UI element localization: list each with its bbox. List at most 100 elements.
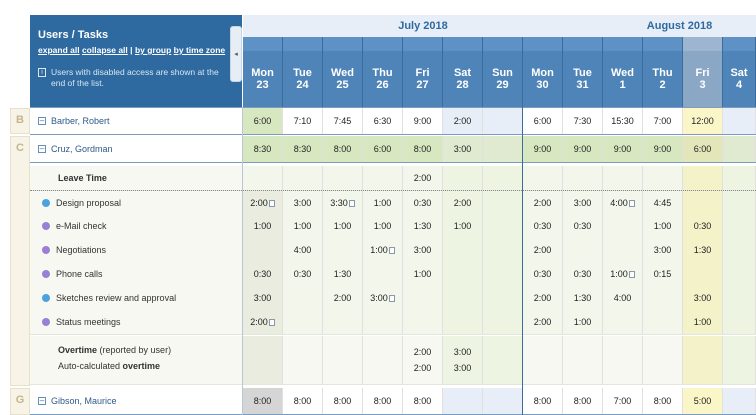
task-time-cell[interactable]: 2:00 bbox=[443, 191, 483, 215]
time-cell[interactable]: 8:00 bbox=[563, 388, 603, 414]
note-icon[interactable] bbox=[268, 199, 275, 207]
leave-cell[interactable]: 2:00 bbox=[403, 166, 443, 190]
task-row[interactable]: Sketches review and approval bbox=[30, 286, 242, 310]
task-time-cell[interactable] bbox=[443, 310, 483, 334]
task-time-cell[interactable]: 3:00 bbox=[363, 286, 403, 310]
note-icon[interactable] bbox=[388, 246, 395, 254]
time-cell[interactable]: 9:00 bbox=[523, 136, 563, 162]
task-time-cell[interactable]: 0:30 bbox=[563, 262, 603, 286]
task-time-cell[interactable]: 3:00 bbox=[283, 191, 323, 215]
day-header-thu-2[interactable]: Thu 2 bbox=[643, 37, 683, 107]
task-time-cell[interactable] bbox=[643, 310, 683, 334]
task-time-cell[interactable]: 1:00 bbox=[283, 214, 323, 238]
task-time-cell[interactable]: 1:00 bbox=[603, 262, 643, 286]
task-time-cell[interactable]: 1:00 bbox=[363, 214, 403, 238]
time-cell[interactable]: 3:00 bbox=[443, 136, 483, 162]
time-cell[interactable] bbox=[483, 108, 523, 134]
collapse-toggle-icon[interactable]: – bbox=[38, 144, 46, 153]
task-time-cell[interactable] bbox=[723, 286, 756, 310]
note-icon[interactable] bbox=[348, 199, 355, 207]
time-cell[interactable]: 9:00 bbox=[643, 136, 683, 162]
time-cell[interactable]: 6:00 bbox=[523, 108, 563, 134]
time-cell[interactable]: 12:00 bbox=[683, 108, 723, 134]
task-time-cell[interactable] bbox=[723, 262, 756, 286]
task-row[interactable]: e-Mail check bbox=[30, 214, 242, 238]
time-cell[interactable]: 8:00 bbox=[523, 388, 563, 414]
day-header-fri-27[interactable]: Fri 27 bbox=[403, 37, 443, 107]
task-time-cell[interactable]: 1:00 bbox=[683, 310, 723, 334]
task-time-cell[interactable] bbox=[483, 238, 523, 262]
task-time-cell[interactable]: 3:00 bbox=[643, 238, 683, 262]
collapse-all-link[interactable]: collapse all bbox=[81, 45, 128, 55]
task-time-cell[interactable]: 3:00 bbox=[563, 191, 603, 215]
time-cell[interactable] bbox=[723, 108, 756, 134]
expand-all-link[interactable]: expand all bbox=[38, 45, 80, 55]
task-time-cell[interactable]: 2:00 bbox=[243, 191, 283, 215]
user-row-gibson[interactable]: – Gibson, Maurice bbox=[30, 388, 242, 414]
task-time-cell[interactable] bbox=[723, 238, 756, 262]
time-cell[interactable]: 8:00 bbox=[363, 388, 403, 414]
time-cell[interactable]: 6:00 bbox=[683, 136, 723, 162]
task-time-cell[interactable] bbox=[683, 191, 723, 215]
task-time-cell[interactable]: 0:30 bbox=[283, 262, 323, 286]
task-time-cell[interactable] bbox=[483, 310, 523, 334]
time-cell[interactable]: 7:30 bbox=[563, 108, 603, 134]
user-row-cruz[interactable]: – Cruz, Gordman bbox=[30, 136, 242, 162]
task-time-cell[interactable]: 0:30 bbox=[523, 214, 563, 238]
time-cell[interactable]: 7:00 bbox=[643, 108, 683, 134]
time-cell[interactable]: 9:00 bbox=[563, 136, 603, 162]
task-time-cell[interactable] bbox=[443, 238, 483, 262]
task-time-cell[interactable] bbox=[403, 310, 443, 334]
note-icon[interactable] bbox=[628, 270, 635, 278]
task-time-cell[interactable] bbox=[483, 286, 523, 310]
time-cell[interactable] bbox=[443, 388, 483, 414]
time-cell[interactable]: 15:30 bbox=[603, 108, 643, 134]
leave-cell[interactable] bbox=[723, 166, 756, 190]
task-time-cell[interactable] bbox=[363, 262, 403, 286]
task-time-cell[interactable] bbox=[683, 262, 723, 286]
task-row[interactable]: Phone calls bbox=[30, 262, 242, 286]
time-cell[interactable]: 7:45 bbox=[323, 108, 363, 134]
day-header-tue-31[interactable]: Tue 31 bbox=[563, 37, 603, 107]
task-time-cell[interactable] bbox=[363, 310, 403, 334]
day-header-wed-25[interactable]: Wed 25 bbox=[323, 37, 363, 107]
time-cell[interactable]: 6:00 bbox=[243, 108, 283, 134]
time-cell[interactable]: 8:00 bbox=[323, 388, 363, 414]
task-time-cell[interactable] bbox=[243, 238, 283, 262]
task-time-cell[interactable] bbox=[723, 191, 756, 215]
note-icon[interactable] bbox=[628, 199, 635, 207]
time-cell[interactable] bbox=[483, 136, 523, 162]
task-time-cell[interactable] bbox=[483, 191, 523, 215]
day-header-wed-1[interactable]: Wed 1 bbox=[603, 37, 643, 107]
task-time-cell[interactable] bbox=[443, 262, 483, 286]
time-cell[interactable] bbox=[723, 136, 756, 162]
leave-cell[interactable] bbox=[683, 166, 723, 190]
time-cell[interactable]: 7:00 bbox=[603, 388, 643, 414]
by-time-zone-link[interactable]: by time zone bbox=[173, 45, 226, 55]
leave-cell[interactable] bbox=[523, 166, 563, 190]
task-time-cell[interactable]: 1:30 bbox=[403, 214, 443, 238]
task-time-cell[interactable]: 0:15 bbox=[643, 262, 683, 286]
task-time-cell[interactable]: 2:00 bbox=[523, 238, 563, 262]
task-time-cell[interactable]: 4:45 bbox=[643, 191, 683, 215]
task-time-cell[interactable]: 2:00 bbox=[323, 286, 363, 310]
task-time-cell[interactable]: 2:00 bbox=[243, 310, 283, 334]
time-cell[interactable]: 6:00 bbox=[363, 136, 403, 162]
note-icon[interactable] bbox=[268, 318, 275, 326]
time-cell[interactable]: 8:30 bbox=[283, 136, 323, 162]
leave-cell[interactable] bbox=[283, 166, 323, 190]
leave-cell[interactable] bbox=[443, 166, 483, 190]
collapse-toggle-icon[interactable]: – bbox=[38, 396, 46, 405]
time-cell[interactable] bbox=[483, 388, 523, 414]
task-time-cell[interactable]: 4:00 bbox=[603, 191, 643, 215]
time-cell[interactable]: 9:00 bbox=[603, 136, 643, 162]
time-cell[interactable]: 8:30 bbox=[243, 136, 283, 162]
task-time-cell[interactable] bbox=[323, 310, 363, 334]
task-time-cell[interactable] bbox=[283, 286, 323, 310]
task-time-cell[interactable]: 1:00 bbox=[243, 214, 283, 238]
task-time-cell[interactable] bbox=[603, 310, 643, 334]
time-cell[interactable]: 6:30 bbox=[363, 108, 403, 134]
task-time-cell[interactable]: 0:30 bbox=[523, 262, 563, 286]
time-cell[interactable] bbox=[723, 388, 756, 414]
task-time-cell[interactable] bbox=[283, 310, 323, 334]
